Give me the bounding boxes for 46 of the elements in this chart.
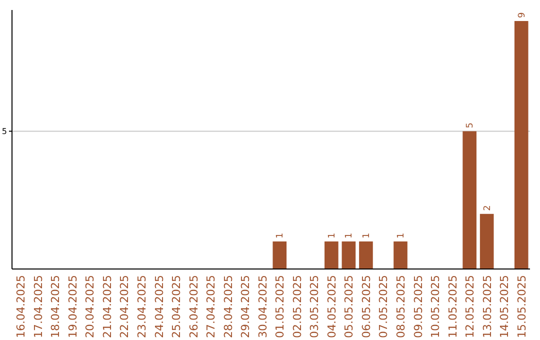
- x-tick-label: 29.04.2025: [239, 275, 252, 338]
- x-tick-label: 13.05.2025: [480, 275, 494, 338]
- bar: [462, 131, 476, 269]
- x-tick-label: 11.05.2025: [446, 275, 460, 338]
- x-tick-label: 14.05.2025: [498, 275, 512, 338]
- data-label: 9: [517, 12, 528, 18]
- x-tick-label: 12.05.2025: [464, 275, 477, 338]
- x-tick-label: 26.04.2025: [187, 275, 200, 338]
- x-tick-label: 16.04.2025: [14, 275, 28, 338]
- x-tick-label: 20.04.2025: [84, 275, 97, 338]
- data-label: 1: [344, 232, 355, 238]
- data-label: 1: [362, 232, 372, 238]
- x-tick-label: 18.04.2025: [49, 275, 62, 338]
- x-tick-label: 04.05.2025: [325, 275, 338, 338]
- bar: [394, 241, 408, 269]
- data-label: 5: [466, 122, 476, 128]
- x-tick-label: 09.05.2025: [412, 275, 425, 338]
- bar: [324, 241, 338, 269]
- x-tick-label: 23.04.2025: [136, 275, 148, 338]
- data-label: 2: [482, 205, 493, 211]
- bar: [272, 241, 287, 269]
- x-tick-label: 30.04.2025: [256, 275, 270, 338]
- x-tick-label: 28.04.2025: [222, 275, 235, 338]
- x-tick-label: 05.05.2025: [342, 275, 356, 338]
- bar: [514, 21, 528, 269]
- x-tick-label: 01.05.2025: [274, 275, 287, 338]
- x-tick-label: 08.05.2025: [394, 275, 408, 338]
- x-tick-label: 25.04.2025: [170, 275, 184, 338]
- x-tick-label: 21.04.2025: [100, 275, 114, 338]
- bar: [480, 214, 494, 269]
- bar: [342, 241, 356, 269]
- x-tick-label: 15.05.2025: [515, 275, 528, 338]
- x-tick-label: 19.04.2025: [66, 275, 80, 338]
- x-tick-label: 03.05.2025: [308, 275, 322, 338]
- data-label: 1: [276, 232, 286, 238]
- x-tick-label: 24.04.2025: [152, 275, 166, 338]
- x-tick-label: 17.04.2025: [32, 275, 45, 338]
- x-tick-label: 22.04.2025: [118, 275, 132, 338]
- x-tick-label: 07.05.2025: [377, 275, 390, 338]
- x-tick-label: 06.05.2025: [360, 275, 373, 338]
- bar: [359, 241, 373, 269]
- data-label: 1: [396, 232, 406, 238]
- x-tick-label: 27.04.2025: [204, 275, 218, 338]
- data-label: 1: [327, 232, 338, 238]
- x-tick-label: 02.05.2025: [290, 275, 304, 338]
- x-tick-label: 10.05.2025: [429, 275, 442, 338]
